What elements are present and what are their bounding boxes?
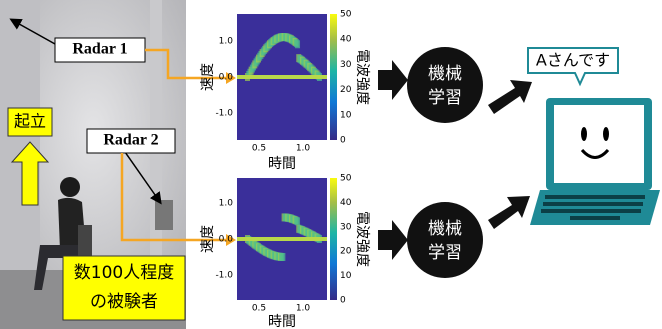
heat-cell	[295, 217, 300, 225]
y-tick-label: 1.0	[219, 37, 234, 47]
y-tick-label: -1.0	[215, 271, 233, 281]
x-axis-label: 時間	[268, 156, 296, 172]
colorbar-tick-label: 20	[340, 85, 352, 95]
zero-band	[237, 237, 327, 241]
zero-band	[237, 75, 327, 79]
colorbar	[330, 14, 337, 140]
colorbar-tick-label: 50	[340, 10, 352, 20]
heat-cell	[280, 253, 285, 261]
y-tick-label: 0.0	[219, 73, 234, 83]
colorbar-tick-label: 50	[340, 174, 352, 184]
x-axis-label: 時間	[268, 314, 296, 329]
heat-cell	[295, 40, 300, 48]
x-tick-label: 1.0	[296, 304, 311, 314]
colorbar-tick-label: 0	[340, 296, 346, 306]
y-tick-label: -1.0	[215, 109, 233, 119]
radar1-label: Radar 1	[72, 41, 127, 58]
spectrogram: 1.0 0.0 -1.0 0.5 1.0 50 40 30 20 10 0 時間 速度 電波強度	[200, 10, 370, 173]
colorbar-tick-label: 10	[340, 271, 352, 281]
x-tick-label: 0.5	[252, 144, 266, 154]
y-tick-label: 0.0	[219, 235, 234, 245]
colorbar-tick-label: 30	[340, 222, 352, 232]
ml-circle	[407, 47, 483, 123]
colorbar-label: 電波強度	[354, 49, 370, 105]
diagram: Radar 1 Radar 2 起立 数100人程度 の被験者 機械学習機械学習…	[0, 0, 662, 329]
ml-circle	[407, 202, 483, 278]
x-tick-label: 0.5	[252, 304, 266, 314]
stand-label: 起立	[14, 112, 46, 131]
x-tick-label: 1.0	[296, 144, 311, 154]
page: Radar 1 Radar 2 起立 数100人程度 の被験者 機械学習機械学習…	[0, 0, 662, 329]
colorbar-tick-label: 20	[340, 247, 352, 257]
speech-text: Aさんです	[536, 51, 610, 70]
ml-label: 学習	[428, 243, 462, 263]
subjects-line: 数100人程度	[74, 263, 174, 283]
colorbar-tick-label: 0	[340, 136, 346, 146]
colorbar-tick-label: 30	[340, 60, 352, 70]
laptop	[530, 98, 660, 225]
colorbar-tick-label: 40	[340, 198, 352, 208]
y-tick-label: 1.0	[219, 199, 234, 209]
colorbar-tick-label: 40	[340, 35, 352, 45]
y-axis-label: 速度	[200, 225, 216, 253]
radar2-label: Radar 2	[103, 132, 158, 149]
colorbar-label: 電波強度	[354, 211, 370, 267]
ml-label: 学習	[428, 88, 462, 108]
spectrogram: 1.0 0.0 -1.0 0.5 1.0 50 40 30 20 10 0 時間 速度 電波強度	[200, 174, 370, 329]
ml-label: 機械	[428, 64, 462, 84]
ml-label: 機械	[428, 219, 462, 239]
y-axis-label: 速度	[200, 63, 216, 91]
colorbar	[330, 178, 337, 300]
colorbar-tick-label: 10	[340, 110, 352, 120]
subjects-line: の被験者	[90, 292, 158, 312]
